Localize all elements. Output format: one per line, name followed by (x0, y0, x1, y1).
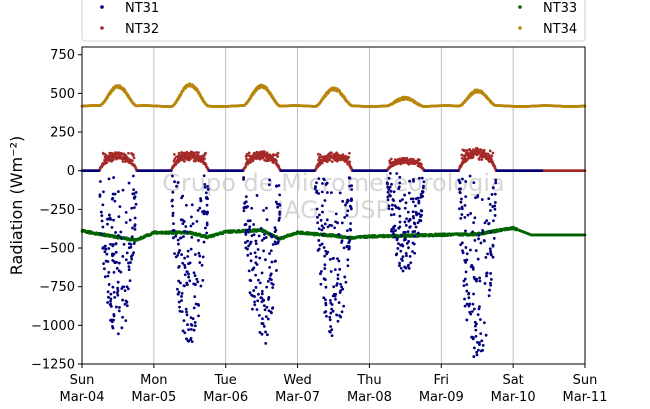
legend-marker (100, 26, 104, 30)
data-point (121, 160, 125, 163)
data-point (347, 155, 351, 159)
data-point (276, 155, 279, 159)
data-point (244, 165, 247, 168)
data-point (127, 151, 130, 155)
data-point (247, 151, 251, 155)
grid-lines (153, 47, 514, 364)
data-point (389, 157, 393, 161)
watermark-line-1: Grupo de Micrometeorologia (162, 169, 504, 197)
data-point (330, 160, 334, 163)
data-point (263, 150, 266, 153)
data-point (112, 158, 115, 162)
data-point (173, 153, 176, 156)
legend-label: NT33 (543, 1, 577, 16)
series-nt34 (80, 82, 587, 108)
data-point (330, 151, 333, 155)
data-point (348, 151, 351, 155)
data-point (418, 158, 421, 162)
legend-label: NT34 (543, 22, 577, 37)
data-point (132, 153, 135, 157)
data-point (348, 160, 352, 164)
legend-marker (518, 5, 522, 9)
legend-label: NT31 (125, 1, 159, 16)
data-point (274, 159, 278, 163)
legend-box (81, 0, 586, 42)
data-point (328, 158, 332, 162)
legend-label: NT32 (125, 22, 159, 37)
data-point (276, 151, 280, 155)
data-point (131, 159, 134, 163)
data-point (204, 151, 207, 155)
data-point (172, 159, 176, 163)
data-point (203, 157, 206, 160)
data-point (183, 160, 186, 163)
data-point (463, 149, 467, 152)
data-point (420, 163, 423, 166)
data-point (341, 153, 345, 156)
plot-series (80, 82, 587, 358)
legend-marker (518, 26, 522, 30)
data-point (319, 155, 323, 159)
data-point (132, 156, 136, 160)
data-point (105, 161, 109, 165)
data-point (197, 151, 200, 155)
watermark: Grupo de Micrometeorologia IAG - USP (162, 169, 504, 224)
legend: NT31 NT32 NT33 NT34 (81, 0, 586, 42)
watermark-line-2: IAG - USP (277, 196, 390, 224)
data-point (177, 151, 181, 155)
legend-marker (100, 5, 104, 9)
